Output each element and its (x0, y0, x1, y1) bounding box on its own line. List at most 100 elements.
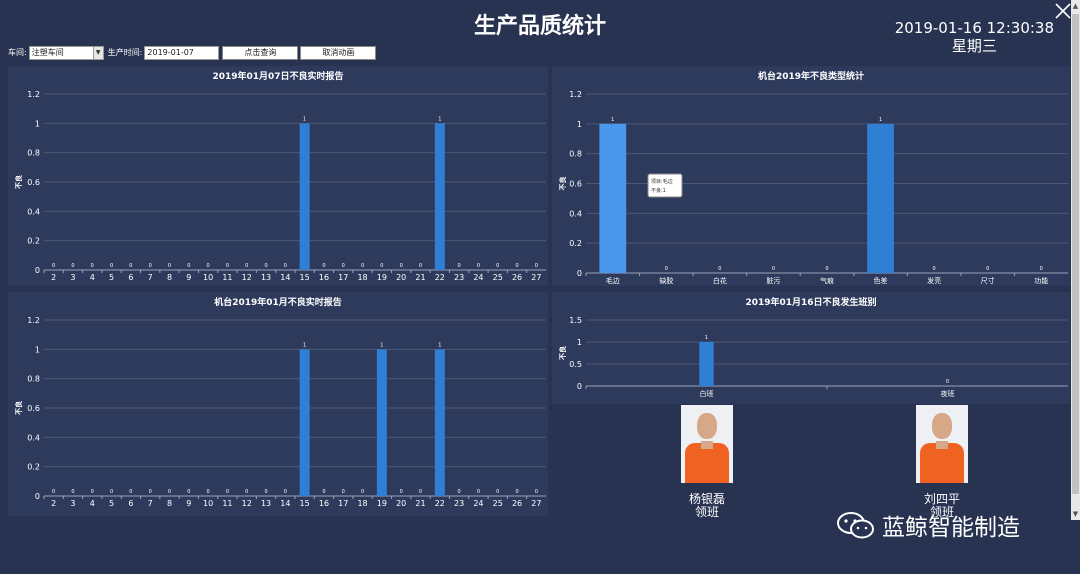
x-tick-label: 20 (396, 499, 406, 508)
wechat-icon (836, 510, 876, 540)
data-label: 0 (245, 263, 248, 269)
avatar (916, 405, 968, 483)
x-tick-label: 13 (261, 499, 271, 508)
y-tick-label: 0.8 (27, 375, 40, 384)
query-button[interactable]: 点击查询 (222, 45, 299, 60)
x-tick-label: 3 (70, 273, 75, 282)
y-tick-label: 0 (35, 266, 40, 275)
scrollbar-thumb[interactable] (1072, 14, 1079, 494)
scroll-up-arrow-icon[interactable]: ▲ (1072, 2, 1079, 10)
y-tick-label: 1 (577, 338, 582, 347)
x-tick-label: 气痕 (820, 276, 834, 285)
data-label: 0 (264, 263, 267, 269)
data-label: 1 (380, 342, 383, 348)
data-label: 0 (946, 379, 949, 385)
x-tick-label: 毛边 (606, 276, 620, 285)
y-tick-label: 0.6 (569, 180, 582, 189)
y-tick-label: 0.8 (569, 150, 582, 159)
data-label: 0 (419, 263, 422, 269)
person-role: 领班 (929, 505, 954, 519)
data-label: 1 (705, 335, 708, 341)
data-label: 0 (342, 263, 345, 269)
x-tick-label: 17 (338, 273, 348, 282)
x-tick-label: 24 (473, 273, 483, 282)
x-tick-label: 14 (280, 273, 290, 282)
data-label: 0 (477, 489, 480, 495)
x-tick-label: 26 (512, 499, 522, 508)
x-tick-label: 2 (51, 273, 56, 282)
data-label: 0 (665, 266, 668, 272)
x-tick-label: 10 (203, 273, 213, 282)
y-tick-label: 1 (35, 345, 40, 354)
x-tick-label: 18 (357, 273, 367, 282)
x-tick-label: 16 (319, 499, 329, 508)
data-label: 0 (226, 263, 229, 269)
person-name: 杨银磊 (688, 492, 725, 506)
bar (299, 123, 310, 270)
vertical-scrollbar[interactable]: ▲ ▼ (1071, 0, 1080, 520)
y-tick-label: 1 (35, 119, 40, 128)
data-label: 0 (535, 263, 538, 269)
x-tick-label: 5 (109, 499, 114, 508)
scroll-down-arrow-icon[interactable]: ▼ (1072, 510, 1079, 518)
bar (376, 349, 387, 496)
close-icon[interactable] (1054, 2, 1072, 20)
x-tick-label: 9 (186, 499, 191, 508)
data-label: 0 (986, 266, 989, 272)
y-tick-label: 0.4 (27, 207, 40, 216)
chart-title: 机台2019年01月不良实时报告 (214, 296, 342, 308)
x-tick-label: 25 (493, 273, 503, 282)
y-tick-label: 0.4 (27, 433, 40, 442)
cancel-animation-button[interactable]: 取消动画 (300, 45, 377, 60)
chart-title: 2019年01月16日不良发生班别 (745, 296, 876, 308)
page-title: 生产品质统计 (473, 14, 606, 39)
x-tick-label: 19 (377, 273, 387, 282)
data-label: 0 (91, 263, 94, 269)
x-tick-label: 6 (128, 499, 133, 508)
data-label: 0 (458, 263, 461, 269)
data-label: 0 (207, 263, 210, 269)
x-tick-label: 脏污 (766, 276, 780, 285)
data-label: 0 (168, 489, 171, 495)
bar (434, 349, 445, 496)
data-label: 0 (361, 263, 364, 269)
y-axis-label: 不良 (14, 401, 23, 415)
data-label: 0 (496, 263, 499, 269)
workshop-select[interactable]: 注塑车间 ▼ (28, 45, 104, 60)
x-tick-label: 23 (454, 499, 464, 508)
date-input[interactable]: 2019-01-07 (144, 45, 220, 60)
watermark: 蓝鲸智能制造 (836, 508, 1020, 542)
watermark-text: 蓝鲸智能制造 (882, 515, 1020, 541)
data-label: 0 (772, 266, 775, 272)
x-tick-label: 8 (167, 499, 172, 508)
x-tick-label: 3 (70, 499, 75, 508)
x-tick-label: 12 (242, 499, 252, 508)
avatar (681, 405, 733, 483)
x-tick-label: 27 (531, 273, 541, 282)
bar (867, 123, 894, 273)
x-tick-label: 26 (512, 273, 522, 282)
data-label: 0 (284, 489, 287, 495)
x-tick-label: 27 (531, 499, 541, 508)
person-card-1: 杨银磊 领班 (672, 405, 742, 519)
data-label: 0 (207, 489, 210, 495)
x-tick-label: 4 (90, 273, 95, 282)
data-label: 0 (380, 263, 383, 269)
x-tick-label: 8 (167, 273, 172, 282)
y-tick-label: 0 (577, 269, 582, 278)
data-label: 0 (933, 266, 936, 272)
person-card-2: 刘四平 领班 (907, 405, 977, 519)
chart-title: 机台2019年不良类型统计 (758, 70, 864, 82)
x-tick-label: 16 (319, 273, 329, 282)
date-label: 生产时间: (107, 48, 143, 57)
data-label: 0 (322, 489, 325, 495)
data-label: 0 (149, 263, 152, 269)
y-tick-label: 1.2 (27, 90, 40, 99)
data-label: 0 (825, 266, 828, 272)
chevron-down-icon[interactable]: ▼ (92, 46, 103, 59)
y-tick-label: 0.4 (569, 209, 582, 218)
x-tick-label: 21 (415, 273, 425, 282)
data-label: 0 (91, 489, 94, 495)
y-tick-label: 0.8 (27, 149, 40, 158)
